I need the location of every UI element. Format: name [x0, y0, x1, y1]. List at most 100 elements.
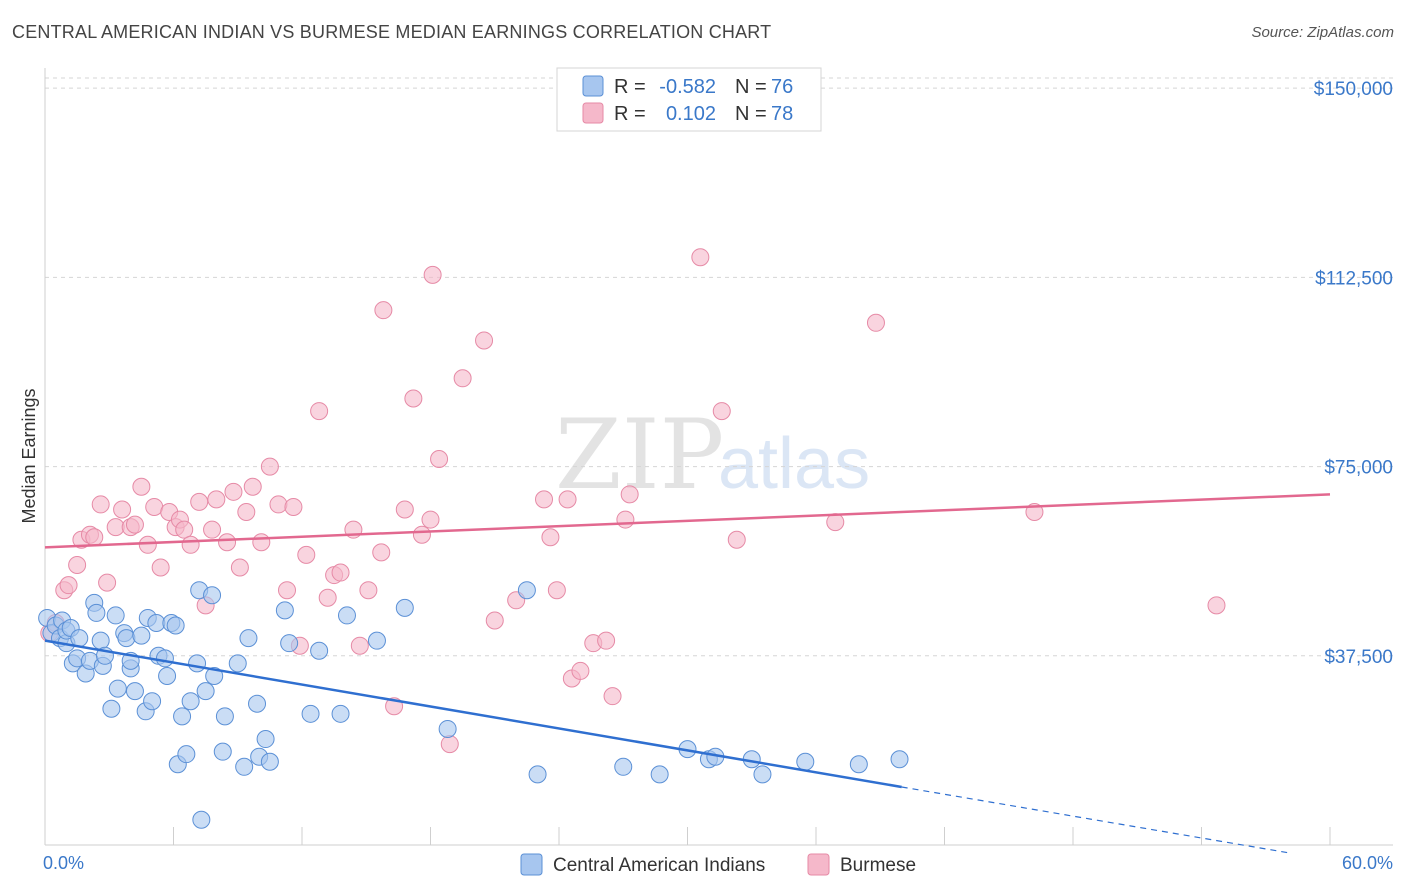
data-point-burmese — [603, 687, 622, 706]
data-point-central-american-indians — [87, 603, 106, 622]
data-point-burmese — [453, 369, 472, 388]
data-point-central-american-indians — [102, 699, 121, 718]
data-point-central-american-indians — [70, 629, 89, 648]
data-point-burmese — [98, 573, 117, 592]
data-point-central-american-indians — [181, 692, 200, 711]
data-point-burmese — [412, 525, 431, 544]
data-point-central-american-indians — [890, 750, 909, 769]
correlation-legend: R = -0.582 N = 76 R = 0.102 N = 78 — [556, 67, 822, 132]
data-point-burmese — [237, 503, 256, 521]
data-point-central-american-indians — [143, 692, 162, 711]
data-point-central-american-indians — [753, 765, 772, 784]
data-point-burmese — [224, 482, 243, 501]
data-point-central-american-indians — [196, 682, 215, 701]
data-point-central-american-indians — [614, 757, 633, 776]
legend-swatch-blue — [582, 75, 604, 97]
data-point-burmese — [175, 520, 194, 539]
data-point-burmese — [421, 510, 440, 529]
data-point-burmese — [620, 485, 639, 504]
data-point-central-american-indians — [177, 745, 196, 764]
data-point-burmese — [310, 402, 329, 421]
data-point-central-american-indians — [337, 606, 356, 625]
data-point-central-american-indians — [248, 694, 267, 713]
data-point-central-american-indians — [239, 629, 258, 648]
data-point-central-american-indians — [166, 616, 185, 635]
legend-r-value-pink: 0.102 — [666, 103, 716, 125]
legend-swatch-pink — [582, 102, 604, 124]
data-point-central-american-indians — [205, 666, 224, 685]
data-point-burmese — [350, 636, 369, 655]
data-point-central-american-indians — [260, 752, 279, 771]
data-point-central-american-indians — [438, 719, 457, 738]
data-point-burmese — [1207, 596, 1226, 615]
data-point-central-american-indians — [367, 631, 386, 650]
y-axis-title: Median Earnings — [19, 388, 39, 523]
data-point-burmese — [430, 450, 449, 469]
legend-n-value-pink: 78 — [771, 103, 793, 125]
legend-r-label-blue: R = — [614, 76, 646, 98]
series-central-american-indians — [38, 581, 909, 829]
trend-lines — [44, 493, 1331, 854]
data-point-central-american-indians — [158, 666, 177, 685]
data-point-burmese — [181, 535, 200, 554]
chart-title: CENTRAL AMERICAN INDIAN VS BURMESE MEDIA… — [12, 22, 772, 42]
data-point-burmese — [727, 530, 746, 549]
data-point-burmese — [395, 500, 414, 519]
series-legend: Central American Indians Burmese — [520, 853, 916, 876]
y-tick-labels: $37,500 $75,000 $112,500 $150,000 — [1314, 79, 1393, 668]
data-point-central-american-indians — [301, 704, 320, 723]
data-point-burmese — [284, 497, 303, 516]
data-point-central-american-indians — [796, 752, 815, 771]
bottom-legend-swatch-pink — [807, 853, 830, 876]
data-point-central-american-indians — [395, 598, 414, 617]
data-point-burmese — [151, 558, 170, 577]
y-tick-label: $112,500 — [1315, 268, 1393, 289]
data-point-burmese — [106, 518, 125, 537]
data-point-burmese — [113, 500, 132, 519]
legend-n-label-blue: N = — [735, 76, 767, 98]
y-tick-label: $37,500 — [1324, 647, 1393, 668]
data-point-central-american-indians — [528, 765, 547, 784]
data-point-burmese — [207, 490, 226, 509]
data-point-burmese — [297, 545, 316, 564]
data-point-burmese — [190, 492, 209, 511]
y-tick-label: $150,000 — [1314, 79, 1393, 100]
legend-r-label-pink: R = — [614, 103, 646, 125]
trend-line-central-american-indians-extension — [901, 786, 1288, 854]
data-point-burmese — [230, 558, 249, 577]
data-point-burmese — [252, 533, 271, 552]
trend-line-burmese — [44, 493, 1331, 549]
data-point-burmese — [125, 515, 144, 534]
y-tick-label: $75,000 — [1324, 458, 1393, 479]
data-point-central-american-indians — [331, 704, 350, 723]
data-point-burmese — [571, 661, 590, 680]
data-point-central-american-indians — [91, 631, 110, 650]
data-point-burmese — [404, 389, 423, 408]
x-tick-label-min: 0.0% — [43, 853, 84, 873]
legend-r-value-blue: -0.582 — [659, 76, 716, 98]
data-point-burmese — [541, 528, 560, 547]
data-point-burmese — [485, 611, 504, 630]
legend-n-value-blue: 76 — [771, 76, 793, 98]
data-point-burmese — [712, 402, 731, 421]
data-point-burmese — [535, 490, 554, 509]
data-point-burmese — [145, 497, 164, 516]
data-point-burmese — [243, 477, 262, 496]
data-point-central-american-indians — [213, 742, 232, 761]
data-point-central-american-indians — [106, 606, 125, 625]
data-point-central-american-indians — [517, 581, 536, 600]
data-point-central-american-indians — [192, 810, 211, 829]
data-point-burmese — [423, 265, 442, 284]
data-point-burmese — [59, 576, 78, 595]
data-point-central-american-indians — [155, 649, 174, 668]
data-point-central-american-indians — [188, 654, 207, 673]
data-point-burmese — [138, 535, 157, 554]
data-point-burmese — [278, 581, 297, 600]
watermark-atlas: atlas — [718, 424, 870, 504]
axes — [44, 68, 1393, 846]
data-point-burmese — [866, 313, 885, 332]
trend-line-central-american-indians — [44, 639, 902, 789]
data-point-central-american-indians — [256, 730, 275, 749]
watermark-zip: ZIP — [555, 399, 724, 511]
